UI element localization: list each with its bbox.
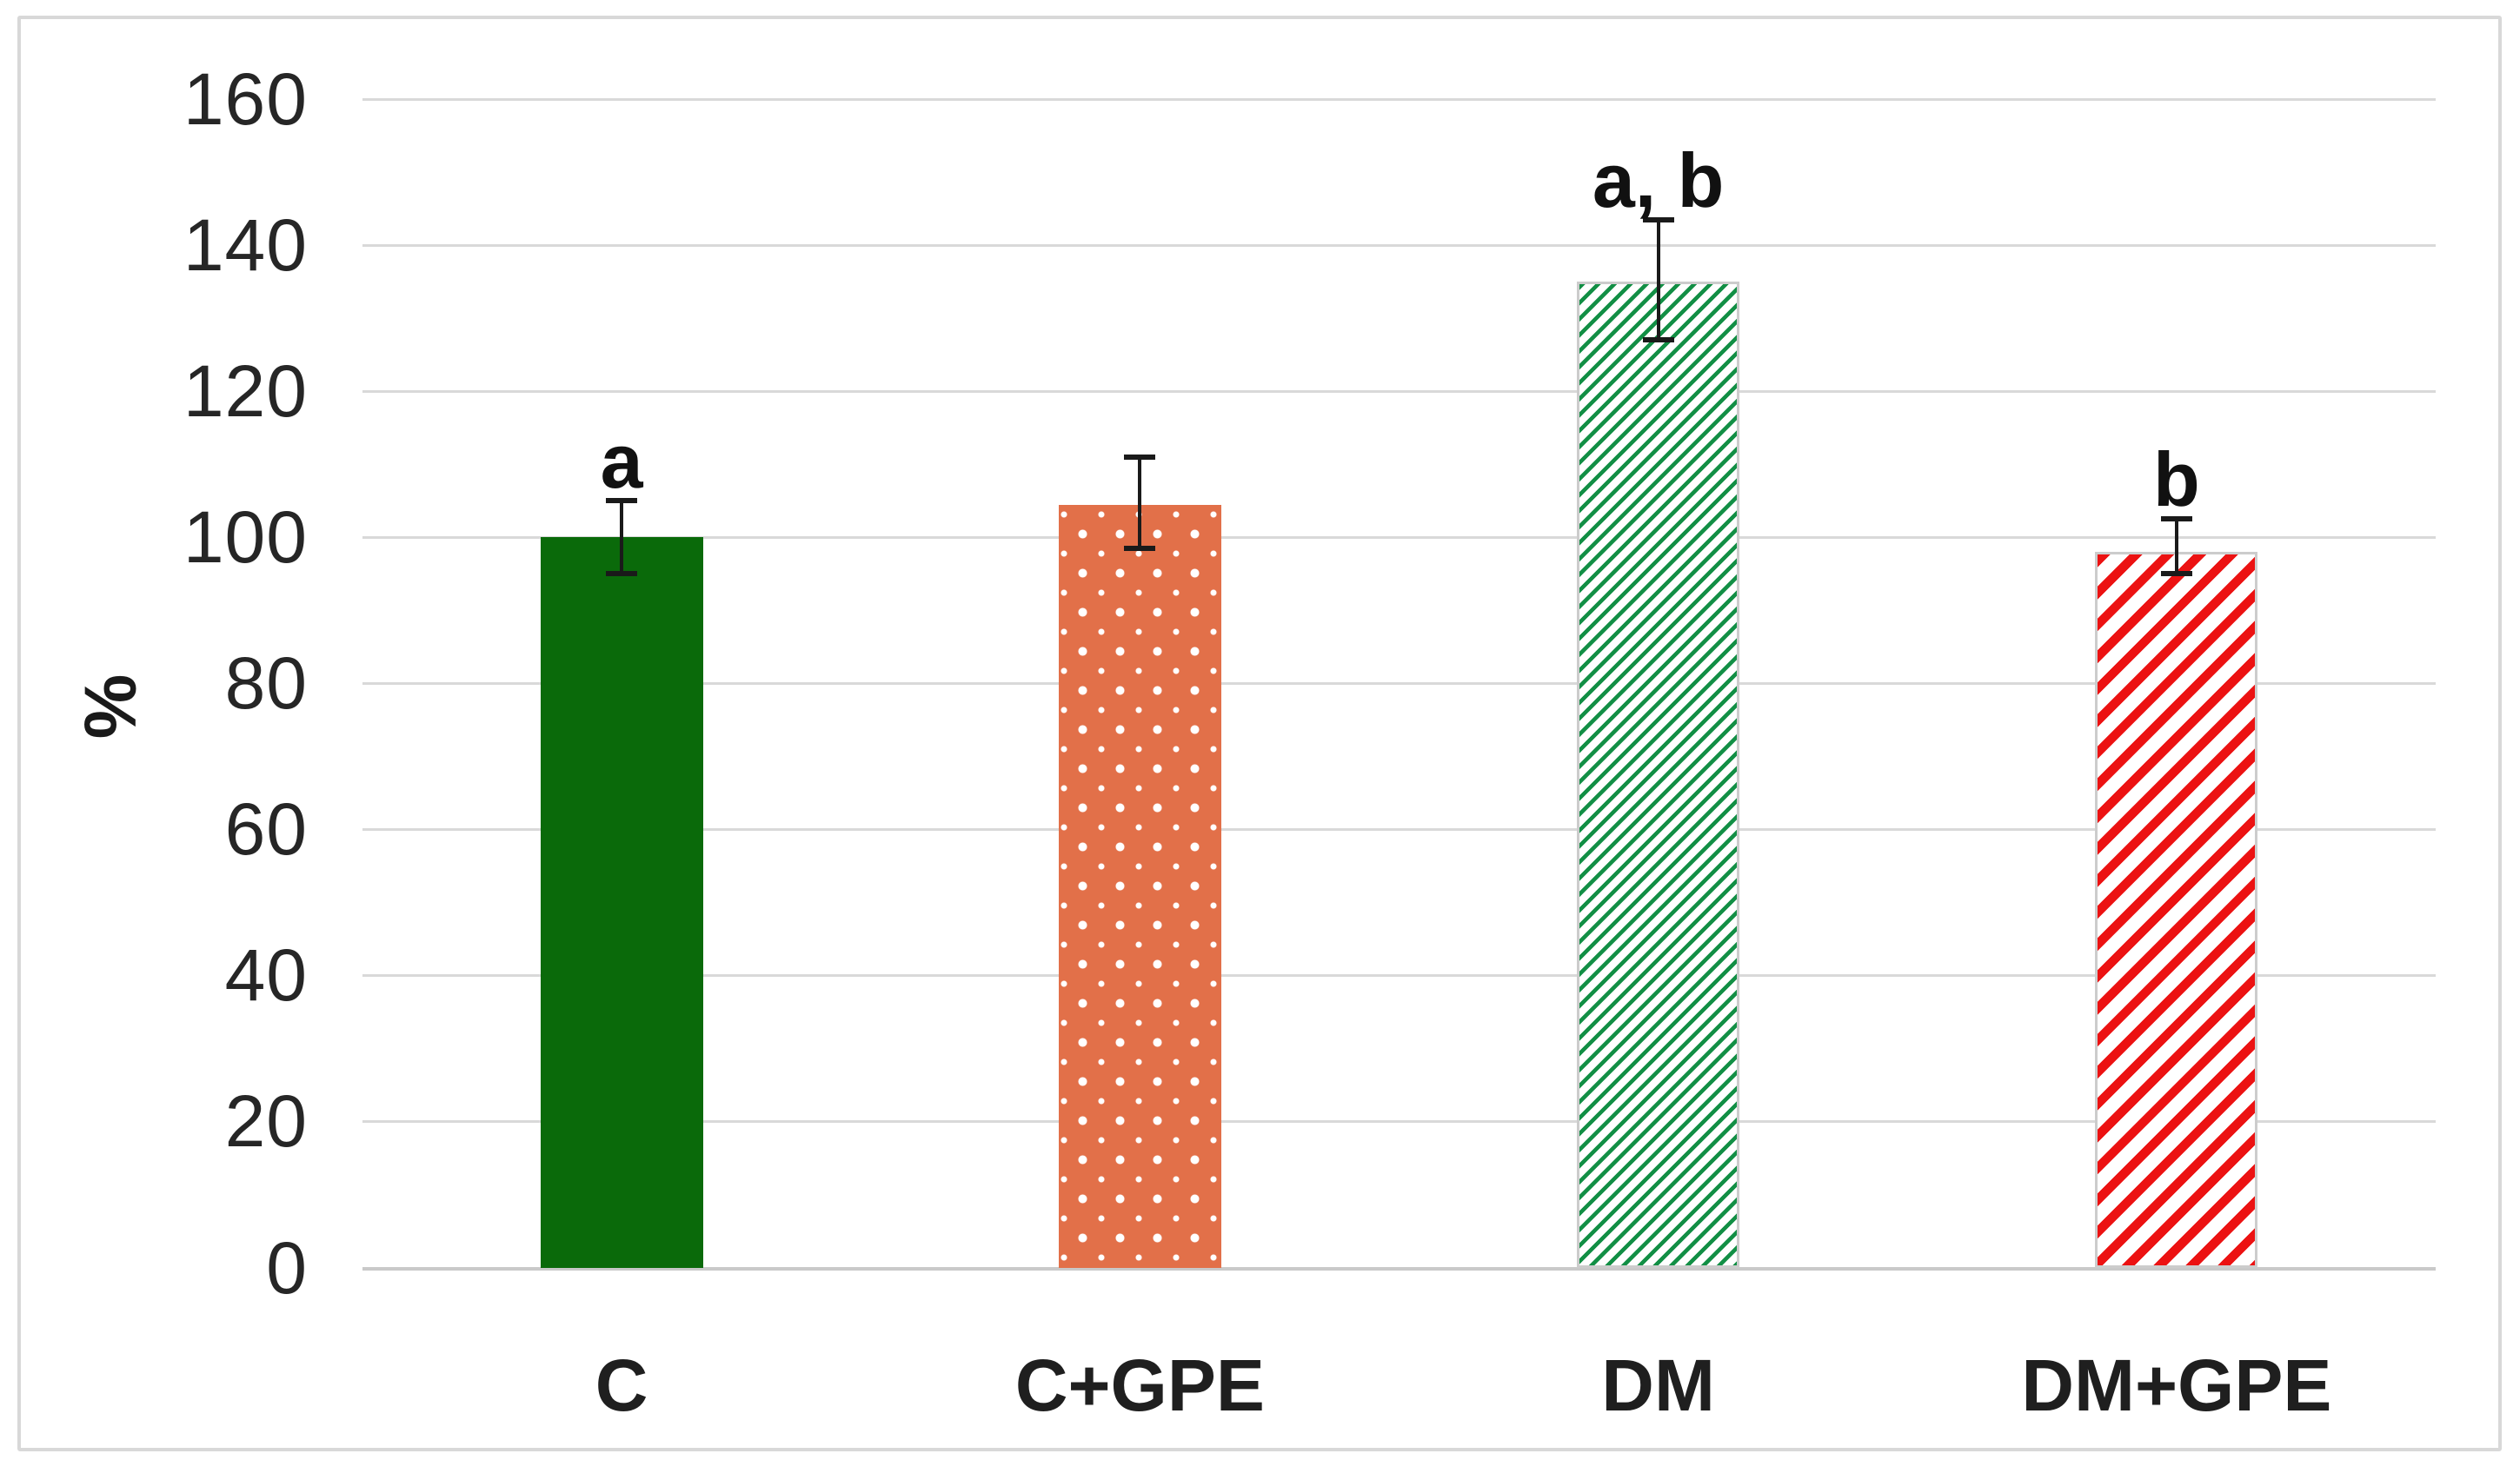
y-tick-label-160: 160 (183, 57, 308, 140)
y-tick-label-40: 40 (224, 934, 308, 1017)
gridline-40 (362, 974, 2436, 978)
y-tick-label-80: 80 (224, 642, 308, 724)
error-bar-top-cap (2160, 516, 2192, 522)
error-bar-bottom-cap (1642, 337, 1674, 343)
significance-label: b (2152, 436, 2200, 523)
significance-label: a, b (1592, 136, 1725, 223)
error-bar-top-cap (1124, 454, 1156, 460)
error-bar-top-cap (606, 498, 638, 504)
gridline-80 (362, 682, 2436, 685)
bar-c (540, 537, 703, 1268)
gridline-60 (362, 828, 2436, 832)
y-tick-label-0: 0 (266, 1226, 308, 1309)
bar-c-gpe (1058, 504, 1221, 1268)
error-bar-line (1138, 456, 1142, 548)
gridline-100 (362, 535, 2436, 539)
error-bar-line (1656, 219, 1660, 341)
y-tick-label-60: 60 (224, 788, 308, 871)
x-tick-label-dm-gpe: DM+GPE (2021, 1344, 2332, 1426)
x-tick-label-dm: DM (1601, 1344, 1715, 1426)
gridline-0 (362, 1266, 2436, 1271)
significance-label: a (600, 418, 643, 505)
y-tick-label-100: 100 (183, 495, 308, 578)
bar-dm-gpe (2095, 552, 2258, 1268)
y-tick-label-120: 120 (183, 349, 308, 432)
error-bar-bottom-cap (606, 571, 638, 577)
x-tick-label-c-gpe: C+GPE (1014, 1344, 1265, 1426)
chart-frame: % 0 20 40 60 80 100 120 140 160 a C C+GPE a, b DM b DM+… (17, 16, 2502, 1451)
x-tick-label-c: C (595, 1344, 648, 1426)
gridline-120 (362, 389, 2436, 393)
bar-dm (1577, 282, 1740, 1268)
error-bar-bottom-cap (1124, 545, 1156, 551)
y-tick-label-140: 140 (183, 203, 308, 286)
gridline-20 (362, 1120, 2436, 1124)
error-bar-top-cap (1642, 216, 1674, 222)
gridline-160 (362, 97, 2436, 101)
y-tick-label-20: 20 (224, 1080, 308, 1163)
error-bar-line (2174, 519, 2178, 574)
gridline-140 (362, 243, 2436, 247)
error-bar-bottom-cap (2160, 571, 2192, 577)
error-bar-line (620, 501, 624, 574)
